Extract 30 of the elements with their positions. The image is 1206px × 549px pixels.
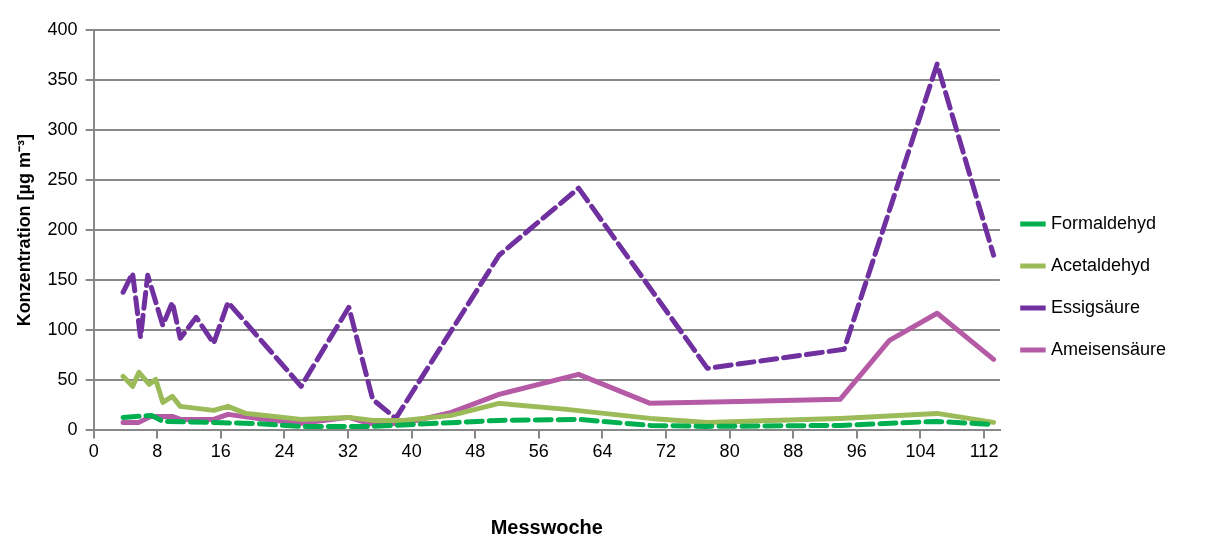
- x-tick-label: 64: [592, 441, 613, 462]
- y-tick-label: 0: [67, 419, 78, 440]
- y-tick-label: 400: [47, 18, 78, 39]
- x-tick-label: 88: [783, 441, 804, 462]
- y-tick-label: 100: [47, 319, 78, 340]
- x-tick-label: 72: [656, 441, 677, 462]
- x-tick-label: 40: [401, 441, 422, 462]
- x-tick-label: 16: [210, 441, 231, 462]
- x-tick-label: 104: [905, 441, 936, 462]
- y-tick-label: 300: [47, 119, 78, 140]
- x-axis-title: Messwoche: [490, 515, 603, 538]
- y-tick-label: 250: [47, 169, 78, 190]
- y-tick-label: 200: [47, 219, 78, 240]
- x-tick-label: 8: [152, 441, 163, 462]
- legend-label: Ameisensäure: [1050, 338, 1166, 359]
- x-tick-label: 56: [528, 441, 549, 462]
- legend-label: Acetaldehyd: [1050, 254, 1151, 275]
- y-tick-label: 50: [57, 369, 78, 390]
- x-tick-label: 48: [465, 441, 486, 462]
- x-tick-label: 0: [88, 441, 99, 462]
- legend-label: Formaldehyd: [1050, 212, 1156, 233]
- x-tick-label: 80: [719, 441, 740, 462]
- x-tick-label: 24: [274, 441, 295, 462]
- x-tick-label: 96: [846, 441, 867, 462]
- y-tick-label: 150: [47, 269, 78, 290]
- y-tick-label: 350: [47, 69, 78, 90]
- y-axis-title: Konzentration [µg m⁻³]: [13, 134, 34, 327]
- x-tick-label: 112: [969, 441, 999, 462]
- legend-label: Essigsäure: [1050, 296, 1140, 317]
- x-tick-label: 32: [338, 441, 359, 462]
